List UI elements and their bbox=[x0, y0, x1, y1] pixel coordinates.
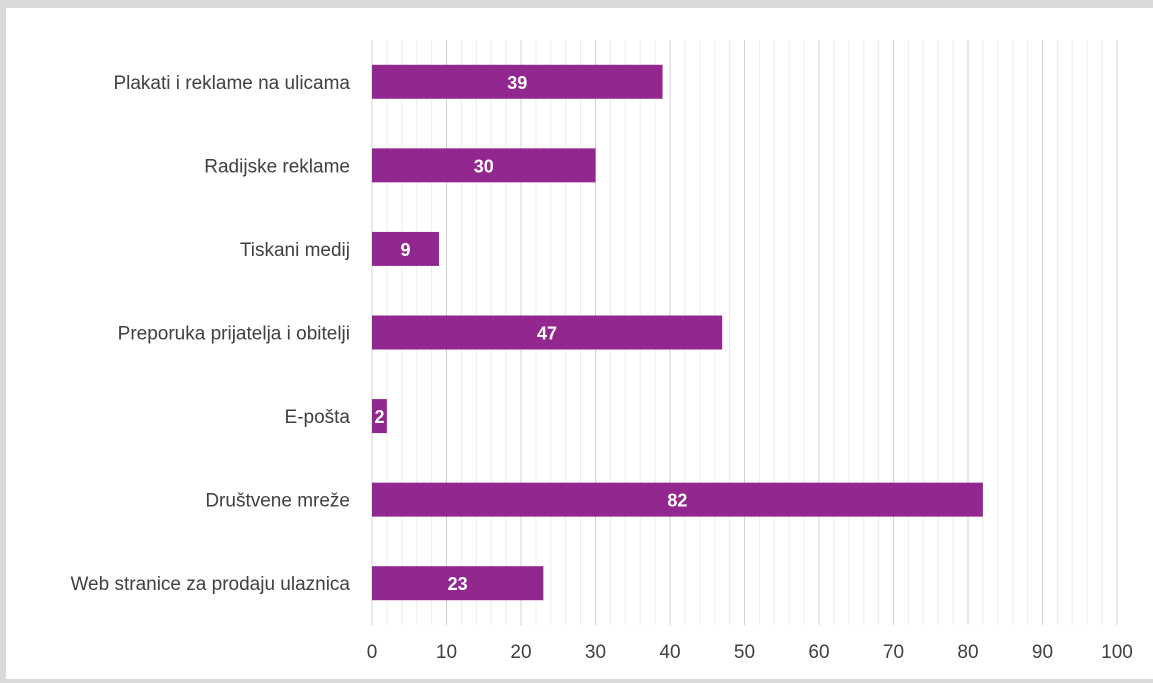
category-label: Preporuka prijatelja i obitelji bbox=[118, 324, 350, 345]
data-label: 2 bbox=[374, 407, 384, 427]
category-label: Web stranice za prodaju ulaznica bbox=[70, 574, 350, 595]
bar bbox=[372, 64, 663, 99]
data-label: 30 bbox=[474, 156, 494, 176]
x-tick-label: 0 bbox=[367, 642, 378, 663]
data-label: 23 bbox=[448, 574, 468, 594]
bar bbox=[372, 399, 387, 434]
category-label: Radijske reklame bbox=[204, 156, 350, 177]
x-tick-label: 50 bbox=[734, 642, 755, 663]
x-tick-label: 60 bbox=[808, 642, 829, 663]
x-tick-label: 70 bbox=[883, 642, 904, 663]
x-tick-label: 10 bbox=[436, 642, 457, 663]
category-label: Plakati i reklame na ulicama bbox=[113, 73, 350, 94]
x-tick-label: 90 bbox=[1032, 642, 1053, 663]
x-tick-label: 100 bbox=[1101, 642, 1133, 663]
data-label: 47 bbox=[537, 324, 557, 344]
data-label: 82 bbox=[667, 491, 687, 511]
bar bbox=[372, 315, 723, 350]
x-tick-label: 80 bbox=[957, 642, 978, 663]
category-label: Tiskani medij bbox=[240, 240, 350, 261]
bar bbox=[372, 566, 544, 601]
bar bbox=[372, 482, 983, 517]
data-label: 39 bbox=[507, 73, 527, 93]
category-label: Društvene mreže bbox=[205, 491, 350, 512]
bar bbox=[372, 148, 596, 183]
x-tick-label: 30 bbox=[585, 642, 606, 663]
x-tick-label: 20 bbox=[510, 642, 531, 663]
x-tick-label: 40 bbox=[659, 642, 680, 663]
bar bbox=[372, 231, 440, 266]
data-label: 9 bbox=[401, 240, 411, 260]
category-label: E-pošta bbox=[285, 407, 351, 428]
